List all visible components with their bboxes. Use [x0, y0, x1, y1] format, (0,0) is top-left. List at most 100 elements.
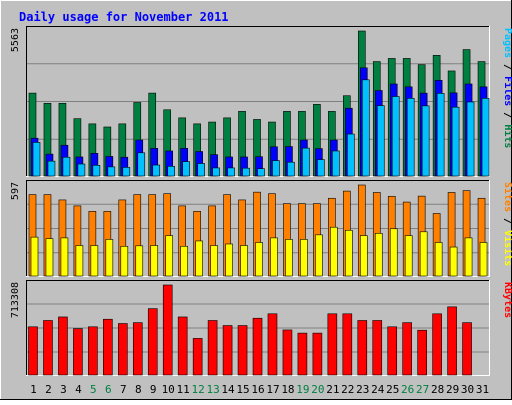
bar-pages-day-30 [466, 101, 475, 177]
bar-pages-day-29 [451, 106, 460, 177]
x-tick-label: 21 [326, 383, 339, 396]
x-tick-label: 26 [401, 383, 414, 396]
bar-sites-day-27 [419, 231, 428, 277]
bar-sites-day-19 [300, 239, 308, 277]
legend-files: Files [502, 76, 512, 106]
legend-: / [502, 58, 512, 76]
bar-sites-day-13 [210, 245, 218, 277]
bar-kbytes-day-20 [312, 332, 323, 376]
bar-sites-day-5 [90, 245, 99, 277]
bar-pages-day-31 [481, 98, 490, 177]
panel-bars [28, 184, 488, 277]
x-tick-label: 27 [416, 383, 429, 396]
x-tick-label: 31 [476, 383, 489, 396]
bar-pages-day-7 [122, 167, 131, 177]
bar-pages-day-23 [361, 79, 370, 177]
bar-sites-day-15 [240, 245, 248, 277]
bar-kbytes-day-15 [237, 325, 248, 376]
x-tick-label: 18 [281, 383, 294, 396]
x-tick-label: 8 [135, 383, 142, 396]
bar-kbytes-day-2 [43, 320, 53, 376]
bar-kbytes-day-10 [162, 284, 173, 376]
panel-max-label: 5563 [10, 28, 21, 52]
bar-sites-day-10 [165, 235, 174, 277]
legend-visits: Visits [502, 230, 512, 266]
bar-kbytes-day-3 [58, 316, 68, 376]
x-tick-label: 23 [356, 383, 369, 396]
bar-kbytes-day-29 [447, 306, 457, 376]
bar-sites-day-21 [330, 226, 338, 277]
bar-pages-day-17 [272, 160, 280, 177]
x-tick-label: 11 [177, 383, 190, 396]
bar-sites-day-8 [135, 245, 144, 277]
x-tick-label: 17 [266, 383, 279, 396]
bar-sites-day-28 [434, 242, 443, 277]
x-tick-label: 24 [371, 383, 385, 396]
panel-bars [28, 284, 472, 376]
bar-kbytes-day-9 [147, 308, 158, 376]
bar-pages-day-24 [376, 105, 385, 177]
x-tick-label: 14 [221, 383, 235, 396]
bar-pages-day-2 [47, 160, 56, 177]
bar-kbytes-day-18 [282, 329, 293, 376]
bar-pages-day-21 [332, 150, 340, 177]
bar-kbytes-day-19 [297, 332, 308, 376]
x-tick-label: 3 [60, 383, 67, 396]
bar-pages-day-11 [182, 161, 190, 177]
bar-kbytes-day-27 [417, 329, 427, 376]
bar-sites-day-18 [285, 239, 293, 277]
x-tick-label: 5 [90, 383, 97, 396]
bar-kbytes-day-1 [28, 326, 38, 376]
panel-visits_sites: 597 Sites / Visits [10, 180, 512, 277]
panel-max-label: 597 [10, 182, 21, 200]
panel-bars [28, 30, 490, 177]
bar-sites-day-9 [150, 245, 159, 277]
bar-sites-day-11 [180, 245, 188, 277]
bar-sites-day-12 [195, 240, 203, 277]
bar-sites-day-16 [255, 242, 263, 277]
bar-sites-day-26 [404, 235, 413, 277]
bar-sites-day-24 [374, 233, 383, 277]
bar-sites-day-23 [359, 235, 368, 277]
bar-sites-day-3 [60, 237, 69, 277]
bar-kbytes-day-17 [267, 313, 278, 376]
bar-sites-day-7 [120, 245, 129, 277]
bar-pages-day-3 [62, 156, 71, 177]
bar-pages-day-1 [32, 142, 41, 177]
bar-pages-day-15 [242, 167, 250, 177]
x-tick-label: 29 [446, 383, 459, 396]
bar-pages-day-8 [137, 152, 146, 177]
panel-legend: Sites / Visits [502, 182, 512, 266]
x-tick-label: 6 [105, 383, 112, 396]
x-tick-label: 30 [461, 383, 474, 396]
bar-sites-day-25 [389, 228, 398, 277]
bar-kbytes-day-13 [207, 320, 218, 376]
x-tick-label: 13 [206, 383, 219, 396]
bar-pages-day-27 [421, 105, 430, 177]
x-tick-label: 16 [251, 383, 264, 396]
legend-: / [502, 106, 512, 124]
legend-kbytes: KBytes [502, 282, 512, 318]
bar-kbytes-day-16 [252, 317, 263, 376]
bar-kbytes-day-12 [192, 338, 203, 376]
x-tick-label: 20 [311, 383, 324, 396]
legend-: / [502, 212, 512, 230]
x-tick-label: 25 [386, 383, 399, 396]
bar-kbytes-day-26 [402, 322, 412, 376]
bar-kbytes-day-21 [327, 313, 338, 376]
bar-sites-day-22 [345, 229, 353, 277]
bar-kbytes-day-5 [88, 326, 98, 376]
bar-sites-day-30 [464, 237, 473, 277]
bar-sites-day-2 [45, 238, 54, 277]
x-tick-label: 10 [162, 383, 175, 396]
panel-hits_files_pages: 5563 Pages / Files / Hits [10, 26, 512, 177]
bar-pages-day-22 [347, 133, 355, 177]
bar-pages-day-12 [197, 163, 205, 177]
bar-sites-day-14 [225, 243, 233, 277]
bar-kbytes-day-25 [387, 326, 398, 376]
bar-sites-day-20 [315, 234, 323, 277]
bar-kbytes-day-7 [118, 323, 128, 376]
bar-kbytes-day-22 [342, 313, 353, 376]
bar-kbytes-day-8 [132, 322, 143, 376]
